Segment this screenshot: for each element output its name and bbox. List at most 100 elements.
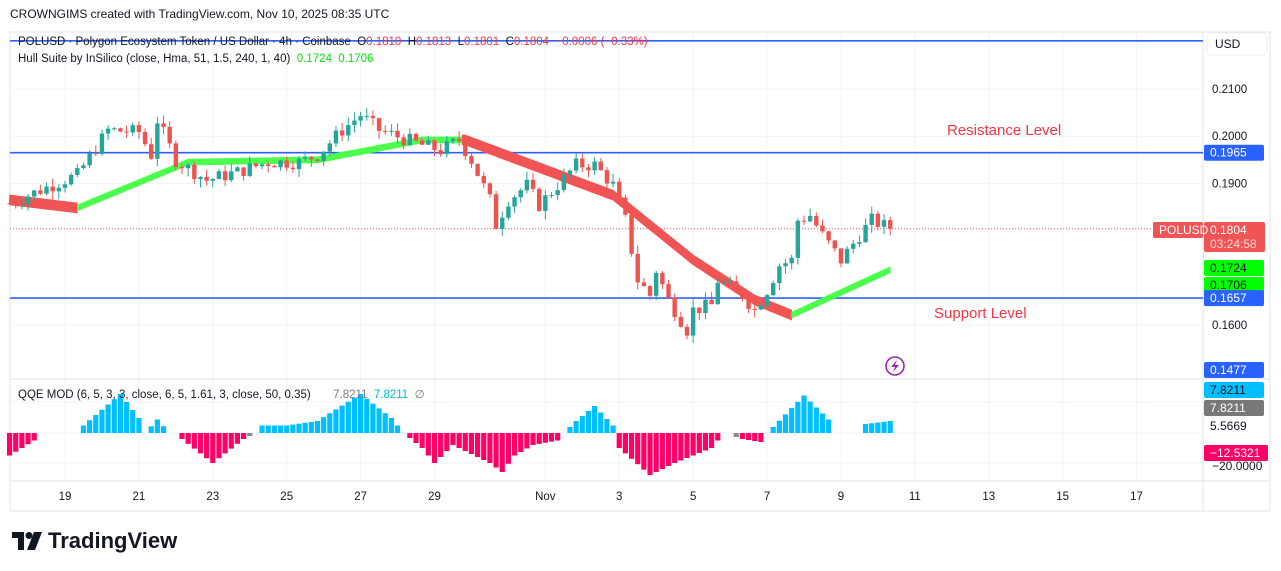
candle-body — [604, 170, 610, 184]
candle-body — [124, 131, 129, 133]
hull-segment — [794, 308, 799, 318]
hull-segment — [788, 308, 792, 321]
hull-segment — [588, 180, 592, 193]
hull-segment — [384, 143, 389, 151]
candle-body — [487, 183, 493, 195]
hull-segment — [363, 147, 368, 155]
time-tick-label: 17 — [1130, 491, 1143, 503]
qqe-bar — [875, 422, 881, 433]
candle-body — [684, 326, 690, 336]
price-tick-label: 0.1900 — [1212, 178, 1247, 190]
qqe-legend[interactable]: QQE MOD (6, 5, 3, 3, close, 6, 5, 1.61, … — [18, 387, 425, 401]
candle-body — [376, 118, 382, 131]
candle-body — [746, 298, 751, 309]
candle-body — [407, 133, 413, 146]
symbol-legend[interactable]: POLUSD · Polygon Ecosystem Token / US Do… — [18, 36, 648, 48]
hull-segment — [628, 202, 632, 216]
last-price-badge: 0.1804 — [1210, 223, 1247, 237]
candle-body — [783, 263, 788, 267]
candle-body — [56, 187, 62, 192]
candle-body — [463, 141, 468, 156]
qqe-bar — [475, 433, 481, 457]
hull-segment — [163, 167, 167, 176]
hull-segment — [123, 184, 127, 193]
candle-body — [13, 203, 18, 205]
qqe-value-2: 7.8211 — [373, 389, 409, 401]
hull-segment — [73, 202, 78, 214]
hull-segment — [677, 241, 682, 256]
hull-legend[interactable]: Hull Suite by InSilico (close, Hma, 51, … — [18, 53, 373, 65]
qqe-bar — [364, 398, 370, 433]
qqe-bar — [456, 433, 462, 448]
hull-segment — [224, 158, 229, 165]
qqe-bar — [130, 410, 136, 433]
qqe-bar — [376, 408, 382, 433]
qqe-negative-badge: −12.5321 — [1210, 446, 1261, 460]
hull-segment — [511, 151, 515, 164]
hull-segment — [138, 177, 143, 186]
qqe-bar — [869, 423, 875, 433]
candle-body — [654, 272, 659, 296]
hull-segment — [769, 300, 774, 313]
symbol-description: POLUSD · Polygon Ecosystem Token / US Do… — [18, 36, 351, 48]
hull-segment — [492, 144, 497, 157]
hull-segment — [597, 184, 602, 197]
qqe-bar — [776, 420, 782, 433]
hull-segment — [501, 148, 506, 161]
qqe-bar — [801, 395, 807, 433]
candle-body — [814, 216, 819, 226]
hull-segment — [828, 293, 833, 302]
qqe-bar — [678, 433, 684, 461]
tradingview-logo[interactable]: TradingView — [12, 528, 177, 554]
qqe-bar — [259, 425, 265, 433]
hull-segment — [514, 152, 518, 165]
hull-segment — [526, 157, 531, 170]
qqe-bar — [826, 419, 832, 433]
hull-segment — [58, 200, 63, 212]
qqe-bar — [795, 401, 801, 433]
candle-body — [25, 196, 31, 204]
qqe-value-3: ∅ — [414, 389, 425, 401]
candle-body — [869, 213, 874, 225]
qqe-bar — [216, 433, 222, 459]
chart-credit: CROWNGIMS created with TradingView.com, … — [10, 7, 390, 21]
candle-body — [567, 170, 573, 175]
hull-segment — [117, 186, 121, 195]
time-tick-label: 15 — [1056, 491, 1069, 503]
candle-body — [530, 179, 536, 189]
qqe-bar — [247, 433, 253, 436]
qqe-bar — [210, 433, 216, 463]
hull-segment — [702, 260, 706, 274]
candle-body — [444, 141, 450, 155]
hull-segment — [378, 144, 383, 152]
horizontal-levels[interactable] — [10, 40, 1203, 299]
candle-body — [820, 225, 825, 232]
candle-body — [266, 164, 271, 166]
qqe-bar — [468, 433, 475, 454]
hull-segment — [883, 267, 888, 277]
qqe-bar — [419, 433, 425, 448]
candle-body — [284, 160, 289, 168]
time-tick-label: 13 — [982, 491, 995, 503]
candle-body — [309, 156, 314, 160]
qqe-bar — [573, 421, 579, 433]
hull-segment — [775, 303, 780, 316]
time-tick-label: 11 — [909, 491, 921, 503]
hull-segment — [551, 166, 555, 179]
hull-segment — [554, 167, 558, 180]
hull-segment — [144, 175, 149, 184]
currency-button[interactable] — [1206, 32, 1268, 56]
qqe-bar — [160, 426, 167, 433]
hull-segment — [206, 158, 211, 166]
lightning-icon[interactable] — [885, 356, 905, 376]
hull-segment — [495, 146, 500, 159]
candle-body — [130, 125, 135, 133]
hull-segment — [517, 154, 522, 167]
qqe-bar — [610, 425, 616, 433]
hull-segment — [634, 206, 639, 221]
qqe-bar — [659, 433, 665, 469]
candle-body — [617, 181, 622, 198]
candle-body — [333, 130, 339, 144]
hull-segment — [391, 141, 395, 150]
